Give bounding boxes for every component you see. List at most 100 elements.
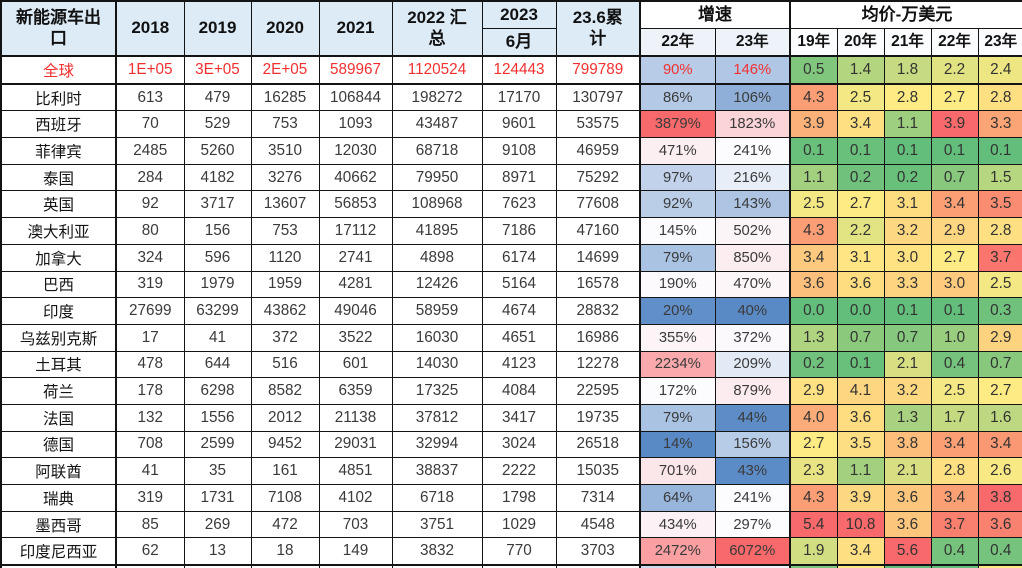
avg-price-cell: 2.9 <box>930 217 979 245</box>
export-value: 43862 <box>250 297 320 325</box>
header-price-group: 均价-万美元 <box>788 0 1022 29</box>
export-value: 178 <box>115 377 185 405</box>
avg-price-cell: 2.2 <box>930 55 979 85</box>
avg-price-cell: 0.0 <box>789 297 838 325</box>
avg-price-cell: 2.5 <box>836 83 885 112</box>
export-value: 85 <box>115 510 185 539</box>
avg-price-cell: 0.5 <box>789 55 838 85</box>
growth-cell: 701% <box>639 457 716 485</box>
export-value: 132 <box>115 403 185 432</box>
avg-price-cell: 2.5 <box>789 190 838 219</box>
export-value: 63299 <box>183 297 252 325</box>
export-value: 16578 <box>555 270 641 299</box>
avg-price-cell: 2.8 <box>977 83 1022 112</box>
avg-price-cell: 4.3 <box>789 484 838 512</box>
export-value: 269 <box>183 510 252 539</box>
export-value: 198272 <box>391 83 483 112</box>
header-price-19: 19年 <box>789 28 838 57</box>
growth-cell: 44% <box>714 403 791 432</box>
export-value: 3276 <box>250 163 320 192</box>
export-value: 3751 <box>391 510 483 539</box>
country-label: 加拿大 <box>0 243 117 272</box>
growth-cell: 190% <box>639 270 716 299</box>
growth-cell: 97% <box>639 163 716 192</box>
header-price-22: 22年 <box>930 28 979 57</box>
table-title: 新能源车出口 <box>0 0 117 57</box>
export-value: 47160 <box>555 217 641 245</box>
export-value: 1120 <box>250 243 320 272</box>
avg-price-cell: 3.4 <box>930 190 979 219</box>
export-value: 1029 <box>481 510 557 539</box>
header-2023: 2023 <box>481 0 557 29</box>
header-growth-group: 增速 <box>639 0 791 29</box>
growth-cell: 156% <box>714 430 791 459</box>
header-row-1: 新能源车出口 2018 2019 2020 2021 2022 汇总 2023 … <box>0 0 1022 57</box>
export-value: 3717 <box>183 190 252 219</box>
table-row: 巴西 319 1979 1959 4281 12426 5164 16578 190% 470% 3… <box>0 270 1022 299</box>
table-body: 全球 1E+05 3E+05 2E+05 589967 1120524 124443 7997… <box>0 55 1022 568</box>
growth-cell: 146% <box>714 55 791 85</box>
avg-price-cell: 0.0 <box>836 297 885 325</box>
avg-price-cell: 0.7 <box>883 323 932 352</box>
growth-cell: 64% <box>639 484 716 512</box>
header-price-21: 21年 <box>883 28 932 57</box>
export-value: 17112 <box>318 217 393 245</box>
growth-cell: 3879% <box>639 110 716 139</box>
avg-price-cell: 2.8 <box>977 217 1022 245</box>
export-value: 92 <box>115 190 185 219</box>
export-value: 708 <box>115 430 185 459</box>
export-value: 7186 <box>481 217 557 245</box>
export-value: 1E+05 <box>115 55 185 85</box>
export-value: 1979 <box>183 270 252 299</box>
avg-price-cell: 3.6 <box>977 510 1022 539</box>
export-value: 601 <box>318 350 393 379</box>
export-value: 62 <box>115 537 185 566</box>
export-value: 80 <box>115 217 185 245</box>
export-value: 753 <box>250 110 320 139</box>
export-value: 799789 <box>555 55 641 85</box>
export-value: 284 <box>115 163 185 192</box>
country-label: 印度尼西亚 <box>0 537 117 566</box>
export-value: 3522 <box>318 323 393 352</box>
avg-price-cell: 3.6 <box>883 510 932 539</box>
avg-price-cell: 0.7 <box>836 323 885 352</box>
table-row: 全球 1E+05 3E+05 2E+05 589967 1120524 124443 7997… <box>0 55 1022 85</box>
header-price-20: 20年 <box>836 28 885 57</box>
export-value: 14030 <box>391 350 483 379</box>
avg-price-cell: 2.2 <box>836 217 885 245</box>
table-row: 泰国 284 4182 3276 40662 79950 8971 75292 97% 216% 1… <box>0 163 1022 192</box>
export-value: 13607 <box>250 190 320 219</box>
growth-cell: 2234% <box>639 350 716 379</box>
growth-cell: 145% <box>639 217 716 245</box>
export-value: 12426 <box>391 270 483 299</box>
export-value: 149 <box>318 537 393 566</box>
country-label: 全球 <box>0 55 117 85</box>
export-value: 106844 <box>318 83 393 112</box>
partial-row-cell <box>977 564 1022 568</box>
avg-price-cell: 3.9 <box>789 110 838 139</box>
export-value: 3832 <box>391 537 483 566</box>
export-value: 1731 <box>183 484 252 512</box>
avg-price-cell: 2.6 <box>977 457 1022 485</box>
export-value: 472 <box>250 510 320 539</box>
country-label: 西班牙 <box>0 110 117 139</box>
export-value: 4898 <box>391 243 483 272</box>
avg-price-cell: 2.8 <box>883 83 932 112</box>
export-value: 16285 <box>250 83 320 112</box>
avg-price-cell: 2.7 <box>930 243 979 272</box>
growth-cell: 143% <box>714 190 791 219</box>
growth-cell: 209% <box>714 350 791 379</box>
avg-price-cell: 0.4 <box>930 537 979 566</box>
avg-price-cell: 2.1 <box>883 350 932 379</box>
header-row-2: 6月 22年 23年 19年 20年 21年 22年 23年 <box>1 28 1022 57</box>
header-growth-23: 23年 <box>714 28 791 57</box>
avg-price-cell: 2.5 <box>930 377 979 405</box>
country-label: 比利时 <box>0 83 117 112</box>
avg-price-cell: 3.8 <box>883 430 932 459</box>
avg-price-cell: 1.1 <box>836 457 885 485</box>
export-value: 156 <box>183 217 252 245</box>
avg-price-cell: 0.7 <box>930 163 979 192</box>
export-value: 17170 <box>481 83 557 112</box>
avg-price-cell: 2.4 <box>977 55 1022 85</box>
growth-cell: 434% <box>639 510 716 539</box>
